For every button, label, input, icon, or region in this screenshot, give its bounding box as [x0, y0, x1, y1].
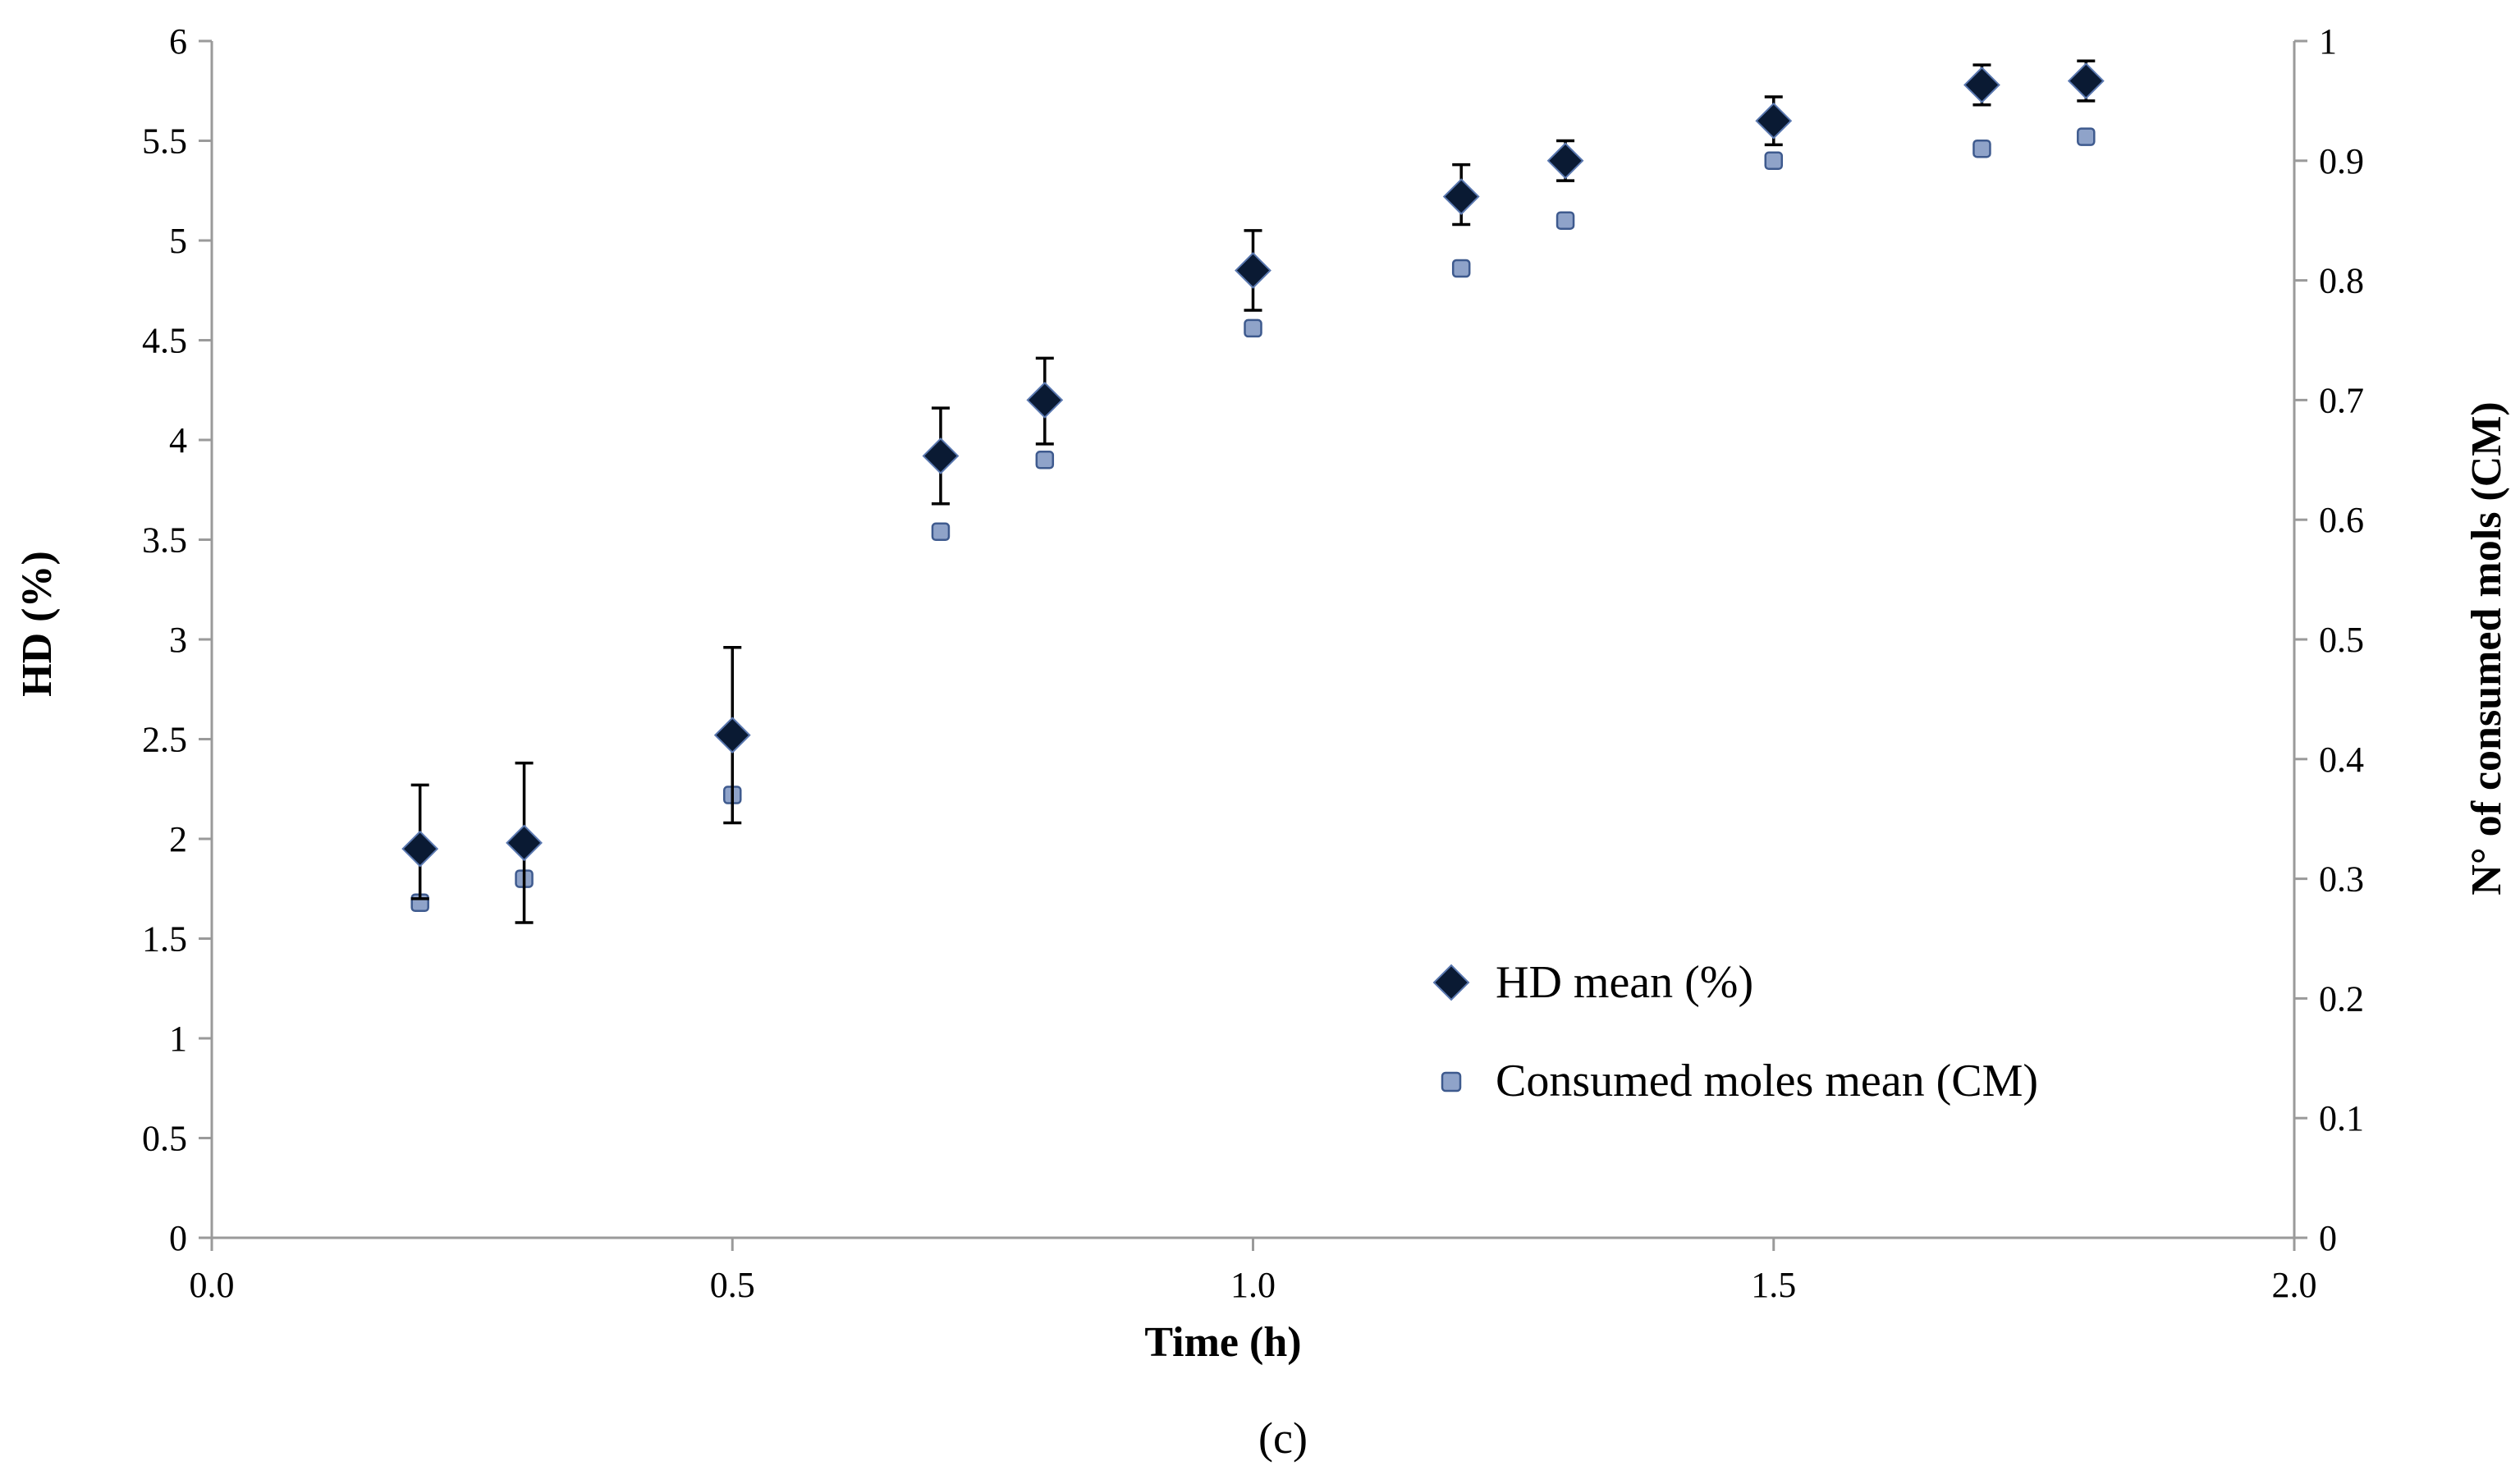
cm-point [1764, 151, 1783, 171]
hd-point [1755, 102, 1793, 140]
legend-hd-diamond [1432, 964, 1470, 1001]
cm-point [1972, 139, 1991, 158]
y-left-tick-label: 4 [169, 420, 187, 460]
x-tick-label: 1.0 [1230, 1265, 1276, 1305]
y-right-tick-label: 0.1 [2319, 1098, 2364, 1138]
cm-point [931, 522, 951, 542]
hd-point [401, 830, 439, 868]
cm-point [1556, 211, 1575, 230]
y-left-tick-label: 3.5 [142, 520, 187, 561]
x-tick-label: 1.5 [1751, 1265, 1796, 1305]
y-right-tick-label: 0.4 [2319, 740, 2364, 780]
y-left-tick-label: 5 [169, 221, 187, 261]
y-right-tick-label: 0.8 [2319, 261, 2364, 301]
y-right-tick-label: 0.5 [2319, 620, 2364, 660]
y-left-tick-label: 0 [169, 1218, 187, 1258]
legend-hd-label: HD mean (%) [1496, 957, 1753, 1008]
hd-point [1442, 178, 1480, 215]
legend-cm-label: Consumed moles mean (CM) [1496, 1056, 2038, 1106]
y-right-tick-label: 0 [2319, 1218, 2337, 1258]
hd-point [506, 824, 543, 862]
hd-point [1026, 381, 1064, 419]
series-group [401, 59, 2105, 924]
y-left-tick-label: 3 [169, 620, 187, 660]
hd-point [922, 437, 960, 474]
hd-point [1963, 66, 2000, 103]
y-left-tick-label: 2 [169, 819, 187, 859]
legend-cm-square [1441, 1071, 1462, 1093]
y-left-axis-title: HD (%) [14, 551, 61, 697]
y-left-tick-label: 1 [169, 1019, 187, 1059]
y-right-tick-label: 0.6 [2319, 500, 2364, 540]
y-right-tick-label: 1 [2319, 21, 2337, 62]
x-axis-title: Time (h) [1144, 1319, 1301, 1366]
hd-point [713, 717, 751, 754]
figure-caption: (c) [1258, 1413, 1308, 1463]
legend: HD mean (%) Consumed moles mean (CM) [1432, 957, 2038, 1106]
hd-point [1235, 252, 1271, 289]
y-left-tick-label: 6 [169, 21, 187, 62]
ticks-group: 0.0 0.5 1.0 1.5 2.000.511.522.533.544.555.56… [142, 21, 2364, 1305]
legend-cm-marker [1441, 1071, 1462, 1093]
y-right-tick-label: 0.9 [2319, 141, 2364, 181]
x-tick-label: 2.0 [2272, 1265, 2317, 1305]
y-right-tick-label: 0.3 [2319, 859, 2364, 900]
y-left-tick-label: 4.5 [142, 321, 187, 361]
y-right-tick-label: 0.7 [2319, 380, 2364, 420]
legend-hd-marker [1432, 964, 1470, 1001]
y-left-tick-label: 0.5 [142, 1119, 187, 1159]
y-left-tick-label: 1.5 [142, 919, 187, 960]
y-left-tick-label: 5.5 [142, 121, 187, 162]
cm-point [1244, 318, 1262, 338]
y-left-tick-label: 2.5 [142, 720, 187, 760]
x-tick-label: 0.0 [190, 1265, 235, 1305]
hd-point [1546, 142, 1584, 180]
cm-point [1035, 451, 1055, 470]
hd-point [2067, 62, 2105, 100]
cm-point [2077, 127, 2096, 146]
y-right-tick-label: 0.2 [2319, 978, 2364, 1019]
y-right-axis-title: N° of consumed mols (CM) [2463, 401, 2510, 895]
x-tick-label: 0.5 [710, 1265, 755, 1305]
cm-point [1451, 259, 1471, 278]
